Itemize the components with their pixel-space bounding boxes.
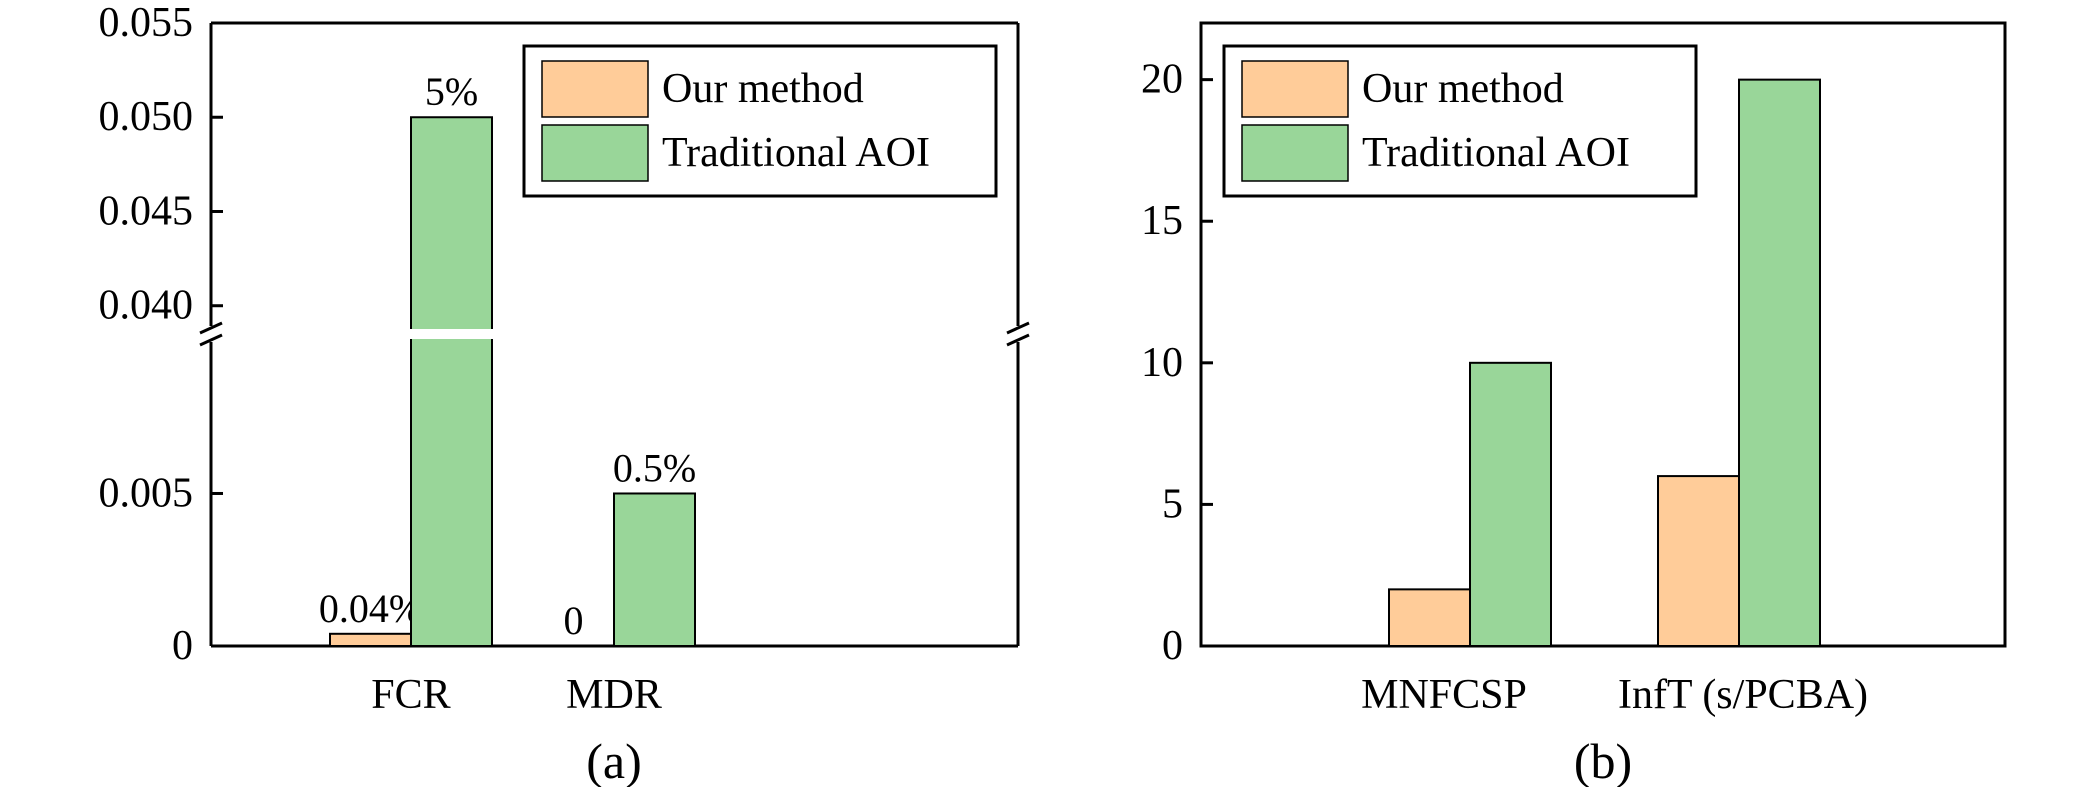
panel-a-axis-break-mark bbox=[1006, 321, 1030, 335]
panel-b-xtick-label: InfT (s/PCBA) bbox=[1618, 672, 1868, 718]
panel-a-axis-break-mark bbox=[199, 321, 223, 335]
panel-a-bar-traditional-aoi-fcr bbox=[410, 116, 493, 647]
panel-b-legend-swatch-our-method bbox=[1241, 60, 1349, 118]
panel-a-data-label: 0.04% bbox=[319, 586, 422, 631]
panel-b-ytick-label: 0 bbox=[1162, 623, 1183, 669]
panel-a-data-label: 0.5% bbox=[613, 445, 696, 490]
panel-b-xtick-label: MNFCSP bbox=[1361, 672, 1527, 718]
panel-b-bar-our-method-0 bbox=[1388, 588, 1471, 648]
panel-a-axis-break-mark bbox=[1006, 333, 1030, 347]
panel-b-ytick-label: 20 bbox=[1141, 57, 1183, 103]
panel-a-ytick-label: 0.050 bbox=[99, 94, 194, 140]
panel-a-ytick-label: 0 bbox=[172, 623, 193, 669]
panel-b-ytick-label: 15 bbox=[1141, 198, 1183, 244]
panel-a-ytick-label: 0.045 bbox=[99, 188, 194, 234]
panel-a-ytick-label: 0.005 bbox=[99, 470, 194, 516]
panel-a-legend-swatch-our-method bbox=[541, 60, 649, 118]
panel-b-caption: (b) bbox=[1574, 733, 1632, 787]
panel-b-ytick-label: 10 bbox=[1141, 340, 1183, 386]
panel-a-data-label: 5% bbox=[425, 69, 478, 114]
panel-a-legend-swatch-traditional-aoi bbox=[541, 124, 649, 182]
panel-a-caption: (a) bbox=[586, 733, 642, 787]
panel-a-legend-label: Our method bbox=[662, 66, 864, 112]
panel-a-legend-label: Traditional AOI bbox=[662, 130, 930, 176]
panel-a-xtick-label: FCR bbox=[371, 672, 450, 718]
panel-a-ytick-label: 0.055 bbox=[99, 0, 194, 46]
panel-a-bar-traditional-aoi-mdr bbox=[613, 492, 696, 648]
panel-b-bar-our-method-1 bbox=[1657, 475, 1740, 647]
panel-a-ytick-label: 0.040 bbox=[99, 283, 194, 329]
panel-a-bar-break-gap bbox=[409, 329, 494, 339]
panel-b-bar-traditional-aoi-1 bbox=[1738, 78, 1821, 648]
panel-b-frame bbox=[1199, 21, 2007, 648]
panel-b-legend-label: Our method bbox=[1362, 66, 1564, 112]
panel-b-legend-label: Traditional AOI bbox=[1362, 130, 1630, 176]
panel-a-bar-our-method-fcr bbox=[329, 632, 412, 647]
panel-a-axis-break-mark bbox=[199, 333, 223, 347]
panel-b-legend-swatch-traditional-aoi bbox=[1241, 124, 1349, 182]
panel-b-bar-traditional-aoi-0 bbox=[1469, 361, 1552, 647]
panel-a-xtick-label: MDR bbox=[566, 672, 662, 718]
panel-a-data-label: 0 bbox=[564, 598, 584, 643]
panel-b-ytick-label: 5 bbox=[1162, 481, 1183, 527]
